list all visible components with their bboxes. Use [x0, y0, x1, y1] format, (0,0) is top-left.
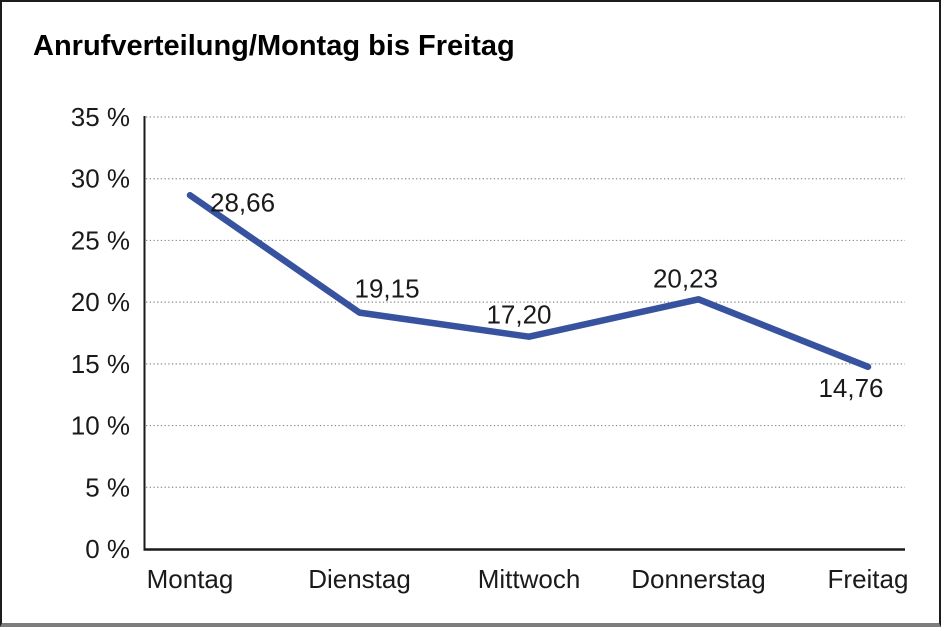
y-tick-label: 15 % [71, 349, 130, 379]
x-category-label: Dienstag [308, 564, 411, 594]
data-point-label: 20,23 [653, 263, 718, 293]
y-tick-label: 30 % [71, 164, 130, 194]
x-category-label: Montag [147, 564, 234, 594]
y-tick-label: 10 % [71, 411, 130, 441]
x-category-label: Donnerstag [631, 564, 765, 594]
data-point-label: 17,20 [486, 300, 551, 330]
chart-title: Anrufverteilung/Montag bis Freitag [33, 30, 515, 62]
data-point-label: 14,76 [818, 373, 883, 403]
data-point-label: 28,66 [210, 187, 275, 217]
x-category-label: Mittwoch [478, 564, 581, 594]
y-tick-label: 25 % [71, 225, 130, 255]
y-tick-label: 0 % [85, 534, 130, 564]
y-tick-label: 20 % [71, 287, 130, 317]
y-tick-label: 35 % [71, 102, 130, 132]
data-line-series [186, 192, 872, 371]
y-tick-label: 5 % [85, 472, 130, 502]
x-category-label: Freitag [828, 564, 909, 594]
data-point-label: 19,15 [355, 274, 420, 304]
